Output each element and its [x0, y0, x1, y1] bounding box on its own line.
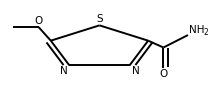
Text: NH: NH [189, 25, 205, 35]
Text: O: O [35, 16, 43, 26]
Text: O: O [159, 69, 168, 79]
Text: N: N [132, 66, 140, 76]
Text: N: N [60, 66, 67, 76]
Text: 2: 2 [203, 28, 208, 37]
Text: S: S [96, 14, 103, 24]
